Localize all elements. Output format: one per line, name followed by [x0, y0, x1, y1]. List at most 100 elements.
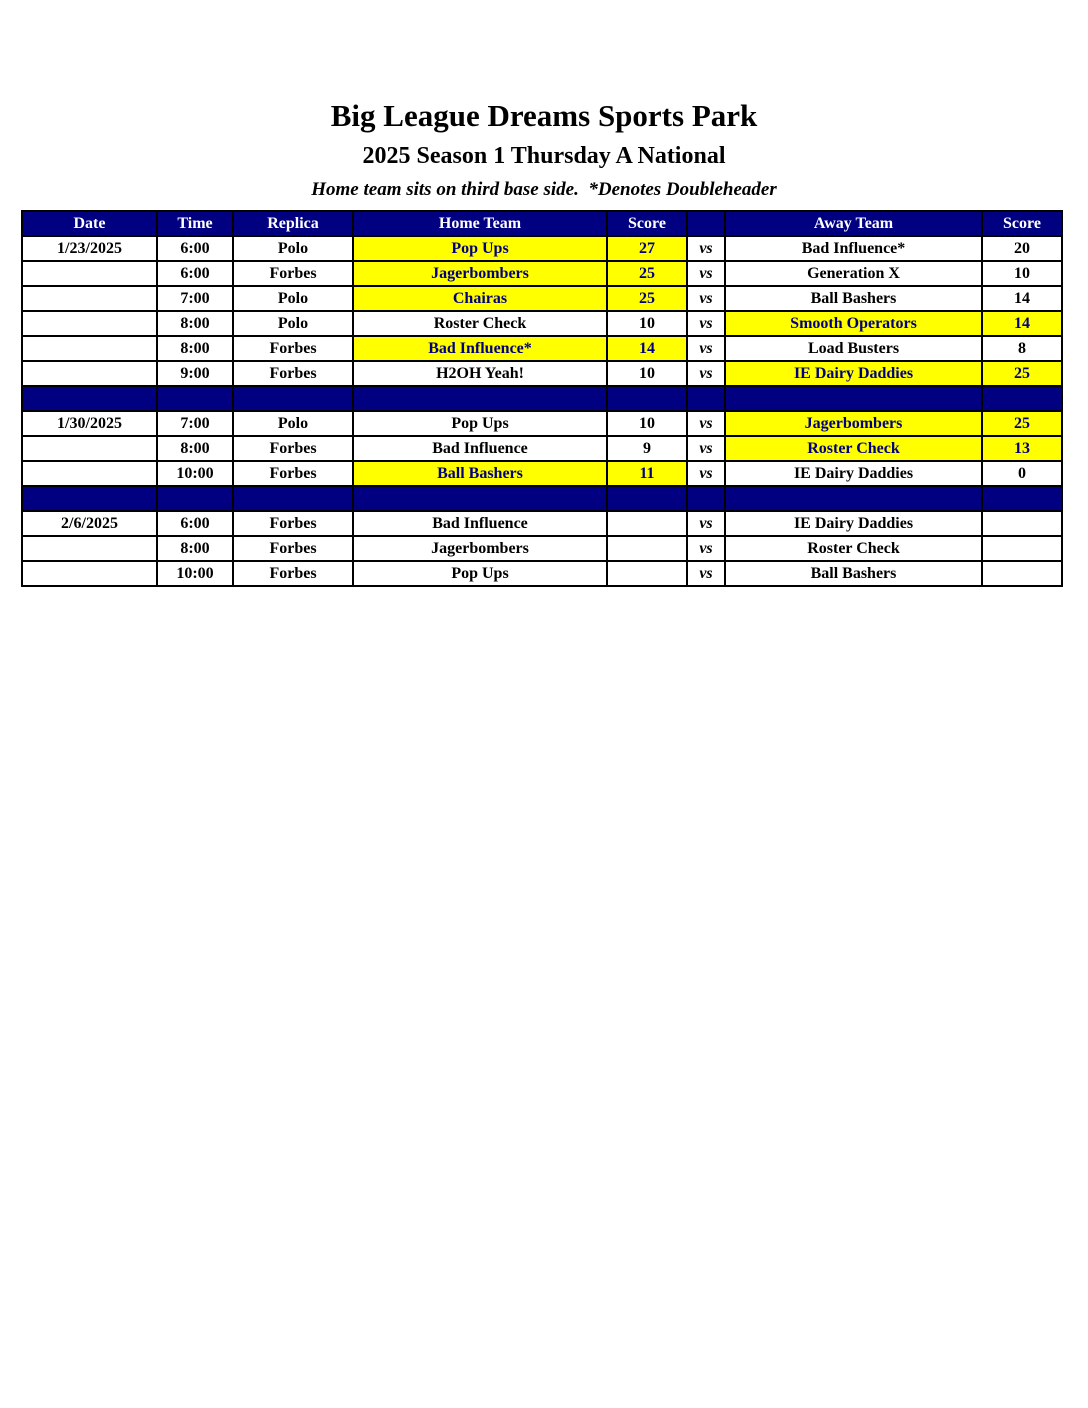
time-cell: 7:00: [156, 285, 234, 312]
table-header-row: Date Time Replica Home Team Score Away Team S…: [21, 210, 1063, 237]
date-cell: [21, 460, 158, 487]
time-cell: 8:00: [156, 335, 234, 362]
date-cell: 1/23/2025: [21, 235, 158, 262]
away-team-cell: Bad Influence*: [724, 235, 983, 262]
separator-cell: [686, 385, 726, 412]
date-cell: [21, 360, 158, 387]
game-row: 8:00 Forbes Bad Influence* 14 vs Load Busters…: [21, 335, 1063, 362]
away-team-cell: IE Dairy Daddies: [724, 360, 983, 387]
date-cell: [21, 285, 158, 312]
home-score-cell: 25: [606, 285, 688, 312]
replica-cell: Polo: [232, 410, 354, 437]
separator-cell: [606, 385, 688, 412]
replica-cell: Forbes: [232, 535, 354, 562]
date-cell: 2/6/2025: [21, 510, 158, 537]
time-cell: 6:00: [156, 260, 234, 287]
replica-cell: Forbes: [232, 510, 354, 537]
replica-cell: Forbes: [232, 360, 354, 387]
game-row: 7:00 Polo Chairas 25 vs Ball Bashers 14: [21, 285, 1063, 312]
home-team-cell: H2OH Yeah!: [352, 360, 608, 387]
game-row: 6:00 Forbes Jagerbombers 25 vs Generation X 10: [21, 260, 1063, 287]
time-cell: 7:00: [156, 410, 234, 437]
game-row: 8:00 Forbes Jagerbombers vs Roster Check: [21, 535, 1063, 562]
away-team-cell: Roster Check: [724, 535, 983, 562]
replica-cell: Forbes: [232, 560, 354, 587]
home-team-cell: Jagerbombers: [352, 535, 608, 562]
home-team-cell: Pop Ups: [352, 560, 608, 587]
page-note: Home team sits on third base side. *Deno…: [311, 179, 777, 200]
replica-cell: Forbes: [232, 335, 354, 362]
vs-cell: vs: [686, 310, 726, 337]
home-score-cell: 11: [606, 460, 688, 487]
replica-cell: Polo: [232, 310, 354, 337]
away-team-cell: Roster Check: [724, 435, 983, 462]
away-team-cell: Ball Bashers: [724, 560, 983, 587]
separator-row: [21, 485, 1063, 512]
time-cell: 8:00: [156, 310, 234, 337]
separator-cell: [352, 485, 608, 512]
replica-cell: Forbes: [232, 460, 354, 487]
game-row: 10:00 Forbes Ball Bashers 11 vs IE Dairy Dadd…: [21, 460, 1063, 487]
home-team-cell: Roster Check: [352, 310, 608, 337]
home-team-cell: Jagerbombers: [352, 260, 608, 287]
home-team-cell: Bad Influence: [352, 435, 608, 462]
schedule-table: Date Time Replica Home Team Score Away Team S…: [21, 210, 1063, 587]
date-cell: [21, 560, 158, 587]
game-row: 1/23/2025 6:00 Polo Pop Ups 27 vs Bad Influenc…: [21, 235, 1063, 262]
separator-row: [21, 385, 1063, 412]
away-score-cell: 13: [981, 435, 1063, 462]
page-title: Big League Dreams Sports Park: [330, 98, 758, 133]
home-score-cell: [606, 535, 688, 562]
home-team-cell: Ball Bashers: [352, 460, 608, 487]
home-team-cell: Chairas: [352, 285, 608, 312]
page-subtitle: 2025 Season 1 Thursday A National: [362, 143, 726, 169]
away-score-cell: 8: [981, 335, 1063, 362]
vs-cell: vs: [686, 560, 726, 587]
date-cell: [21, 535, 158, 562]
away-score-cell: 20: [981, 235, 1063, 262]
game-row: 10:00 Forbes Pop Ups vs Ball Bashers: [21, 560, 1063, 587]
home-team-cell: Bad Influence: [352, 510, 608, 537]
vs-cell: vs: [686, 510, 726, 537]
away-team-cell: IE Dairy Daddies: [724, 510, 983, 537]
away-team-cell: IE Dairy Daddies: [724, 460, 983, 487]
away-score-cell: [981, 510, 1063, 537]
away-team-cell: Smooth Operators: [724, 310, 983, 337]
date-cell: 1/30/2025: [21, 410, 158, 437]
away-score-cell: 25: [981, 360, 1063, 387]
home-score-cell: 10: [606, 360, 688, 387]
time-cell: 9:00: [156, 360, 234, 387]
replica-cell: Forbes: [232, 260, 354, 287]
header-cell-7-score: Score: [981, 210, 1063, 237]
game-row: 9:00 Forbes H2OH Yeah! 10 vs IE Dairy Daddies…: [21, 360, 1063, 387]
vs-cell: vs: [686, 360, 726, 387]
home-score-cell: [606, 560, 688, 587]
game-row: 8:00 Polo Roster Check 10 vs Smooth Operators…: [21, 310, 1063, 337]
vs-cell: vs: [686, 260, 726, 287]
separator-cell: [232, 385, 354, 412]
separator-cell: [606, 485, 688, 512]
separator-cell: [352, 385, 608, 412]
home-score-cell: 9: [606, 435, 688, 462]
replica-cell: Polo: [232, 285, 354, 312]
away-score-cell: 14: [981, 285, 1063, 312]
away-team-cell: Jagerbombers: [724, 410, 983, 437]
header-cell-5-vs: [686, 210, 726, 237]
home-score-cell: 14: [606, 335, 688, 362]
separator-cell: [21, 385, 158, 412]
time-cell: 6:00: [156, 510, 234, 537]
away-score-cell: 14: [981, 310, 1063, 337]
replica-cell: Forbes: [232, 435, 354, 462]
away-score-cell: [981, 535, 1063, 562]
vs-cell: vs: [686, 235, 726, 262]
separator-cell: [981, 485, 1063, 512]
vs-cell: vs: [686, 410, 726, 437]
header-cell-0-date: Date: [21, 210, 158, 237]
header-cell-4-score: Score: [606, 210, 688, 237]
home-score-cell: 10: [606, 410, 688, 437]
away-score-cell: 25: [981, 410, 1063, 437]
time-cell: 8:00: [156, 535, 234, 562]
game-row: 1/30/2025 7:00 Polo Pop Ups 10 vs Jagerbombers…: [21, 410, 1063, 437]
away-score-cell: 0: [981, 460, 1063, 487]
time-cell: 8:00: [156, 435, 234, 462]
